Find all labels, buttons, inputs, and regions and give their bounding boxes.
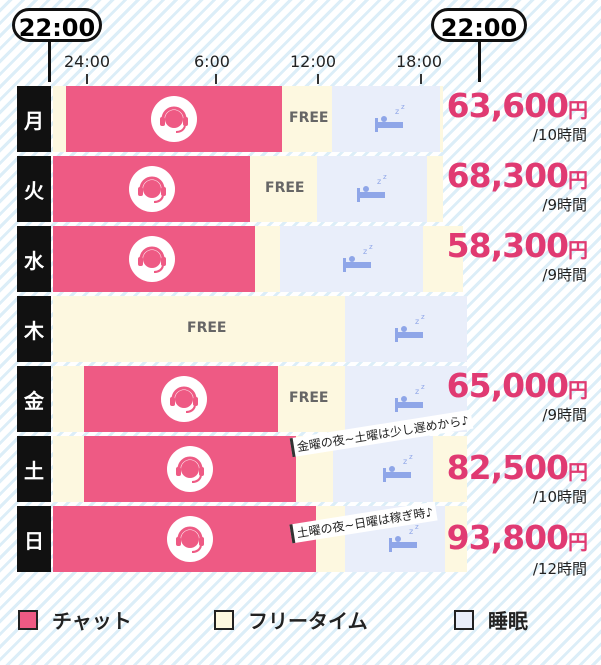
price: 82,500円 (446, 448, 588, 487)
svg-text:z: z (409, 527, 413, 536)
price: 63,600円 (446, 86, 588, 125)
hours: /12時間 (532, 560, 587, 578)
svg-text:z: z (369, 244, 373, 251)
svg-text:z: z (415, 317, 419, 326)
tick-6 (215, 74, 217, 84)
tick-24 (86, 74, 88, 84)
day-label: 金 (17, 366, 51, 432)
legend-sleep: 睡眠 (454, 605, 528, 634)
end-marker (478, 42, 481, 82)
headset-icon (129, 236, 175, 282)
price: 68,300円 (446, 156, 588, 195)
svg-text:z: z (421, 384, 425, 391)
free-label: FREE (289, 110, 329, 126)
svg-text:z: z (383, 174, 387, 181)
legend-free-time-label: フリータイム (248, 609, 368, 633)
free-time-swatch (214, 609, 234, 630)
day-label: 火 (17, 156, 51, 222)
day-label: 水 (17, 226, 51, 292)
legend-chat-label: チャット (52, 609, 132, 633)
day-label: 土 (17, 436, 51, 502)
free-label: FREE (289, 390, 329, 406)
svg-text:z: z (409, 454, 413, 461)
headset-icon (167, 446, 213, 492)
price: 58,300円 (446, 226, 588, 265)
tick-label-24: 24:00 (64, 52, 111, 71)
legend-sleep-label: 睡眠 (488, 609, 528, 633)
price: 65,000円 (446, 366, 588, 405)
tick-18 (420, 74, 422, 84)
hours: /9時間 (542, 266, 587, 284)
end-time-badge: 22:00 (431, 8, 527, 42)
headset-icon (167, 516, 213, 562)
day-label: 月 (17, 86, 51, 152)
svg-text:z: z (415, 387, 419, 396)
day-label: 日 (17, 506, 51, 572)
legend-free-time: フリータイム (214, 605, 368, 634)
svg-text:z: z (403, 457, 407, 466)
svg-text:z: z (415, 524, 419, 531)
chat-swatch (18, 609, 38, 630)
tick-12 (317, 74, 319, 84)
start-marker (48, 42, 51, 82)
legend: チャット フリータイム 睡眠 (18, 605, 578, 634)
hours: /10時間 (532, 126, 587, 144)
start-time-badge: 22:00 (12, 8, 102, 42)
headset-icon (151, 96, 197, 142)
tick-label-12: 12:00 (290, 52, 337, 71)
hours: /10時間 (532, 488, 587, 506)
svg-text:z: z (421, 314, 425, 321)
svg-text:z: z (363, 247, 367, 256)
price: 93,800円 (446, 518, 588, 557)
day-label: 木 (17, 296, 51, 362)
hours: /9時間 (542, 196, 587, 214)
tick-label-6: 6:00 (194, 52, 230, 71)
headset-icon (161, 376, 207, 422)
svg-text:z: z (395, 107, 399, 116)
tick-label-18: 18:00 (396, 52, 443, 71)
svg-text:z: z (377, 177, 381, 186)
headset-icon (129, 166, 175, 212)
legend-chat: チャット (18, 605, 132, 634)
svg-text:z: z (401, 104, 405, 111)
sleep-segment (317, 156, 427, 222)
hours: /9時間 (542, 406, 587, 424)
sleep-swatch (454, 609, 474, 630)
free-label: FREE (187, 320, 227, 336)
free-label: FREE (265, 180, 305, 196)
